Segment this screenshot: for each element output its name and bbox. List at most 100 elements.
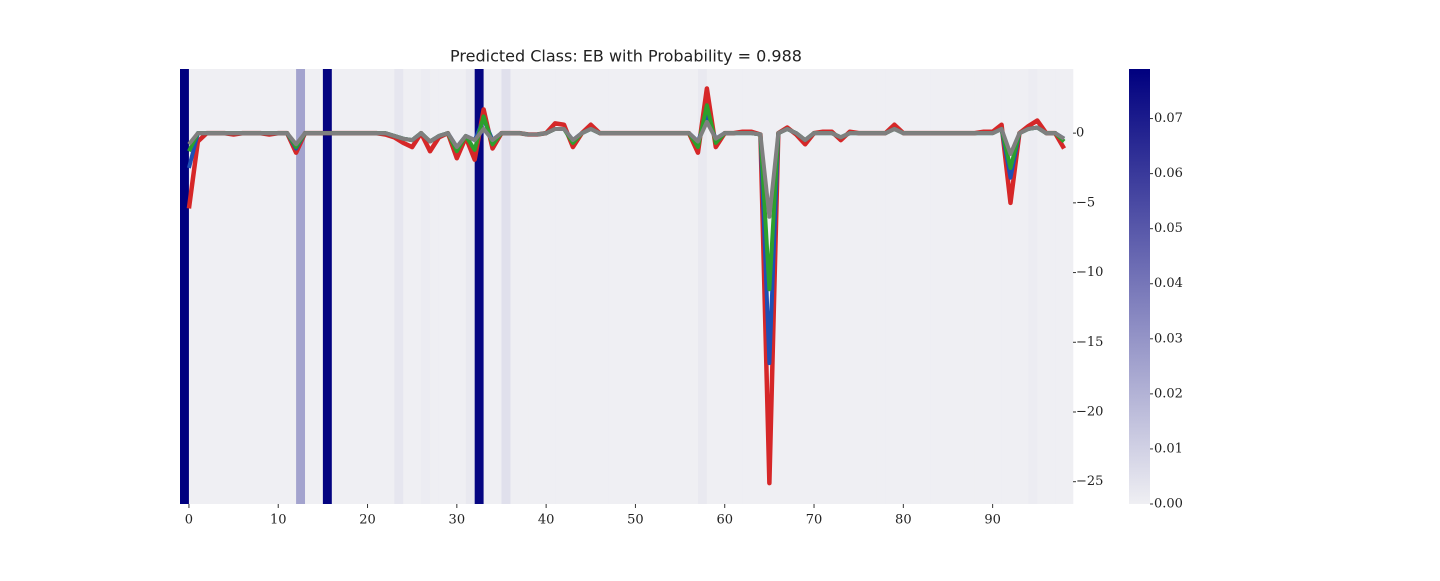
heat-cell (903, 69, 913, 504)
colorbar-tick-label: 0.06 (1154, 166, 1183, 181)
heat-cell (572, 69, 583, 504)
heat-cell (599, 69, 609, 504)
heat-cell (394, 69, 404, 504)
series-line (187, 119, 1066, 219)
heat-cell (510, 69, 520, 504)
heat-cell (1064, 69, 1074, 504)
x-tick-label: 20 (359, 513, 376, 528)
heat-cell (894, 69, 904, 504)
x-tick-label: 40 (538, 513, 555, 528)
heat-cell (805, 69, 815, 504)
y-tick-label: −20 (1076, 404, 1103, 419)
heat-cell (671, 69, 681, 504)
heat-cell (689, 69, 699, 504)
heat-cell (849, 69, 859, 504)
heat-cell (412, 69, 422, 504)
heat-cell (965, 69, 976, 504)
heat-cell (653, 69, 663, 504)
heat-cell (519, 69, 529, 504)
heat-cell (313, 69, 324, 504)
heat-cell (322, 69, 333, 504)
x-tick-label: 10 (270, 513, 287, 528)
heat-cell (438, 69, 449, 504)
heat-cell (215, 69, 225, 504)
heat-cell (983, 69, 993, 504)
heat-cell (287, 69, 297, 504)
heat-cell (358, 69, 368, 504)
heat-cell (376, 69, 386, 504)
heat-cell (626, 69, 636, 504)
heat-cell (456, 69, 467, 504)
x-tick-label: 30 (449, 513, 466, 528)
heat-cell (563, 69, 574, 504)
x-tick-label: 70 (806, 513, 823, 528)
heat-cell (715, 69, 726, 504)
heat-cell (555, 69, 565, 504)
heat-cell (447, 69, 458, 504)
heat-cell (751, 69, 761, 504)
heat-cell (331, 69, 342, 504)
heat-cell (885, 69, 895, 504)
heat-cell (1019, 69, 1029, 504)
heat-cell (617, 69, 627, 504)
heat-cell (590, 69, 601, 504)
colorbar-tick-label: 0.01 (1154, 441, 1183, 456)
heat-cell (814, 69, 824, 504)
colorbar-tick-label: 0.02 (1154, 386, 1183, 401)
heat-cell (724, 69, 734, 504)
heat-cell (840, 69, 851, 504)
heat-cell (206, 69, 217, 504)
heat-cell (876, 69, 886, 504)
heat-cell (1001, 69, 1011, 504)
colorbar-tick-label: 0.03 (1154, 331, 1183, 346)
chart-title: Predicted Class: EB with Probability = 0… (450, 47, 802, 66)
heat-cell (1046, 69, 1056, 504)
heat-cell (403, 69, 413, 504)
heat-cell (796, 69, 806, 504)
heat-cell (224, 69, 234, 504)
heat-cell (956, 69, 967, 504)
heat-cell (831, 69, 842, 504)
heat-cell (662, 69, 672, 504)
heat-cell (528, 69, 538, 504)
heat-cell (180, 69, 190, 504)
heat-cell (188, 69, 199, 504)
colorbar-tick-label: 0.05 (1154, 221, 1183, 236)
heat-cell (1010, 69, 1020, 504)
heat-cell (278, 69, 288, 504)
heat-cell (197, 69, 208, 504)
heat-cell (483, 69, 493, 504)
heat-cell (608, 69, 618, 504)
heat-cell (421, 69, 431, 504)
heat-cell (644, 69, 654, 504)
y-tick-label: −15 (1076, 335, 1103, 350)
heat-cell (385, 69, 395, 504)
y-tick-label: 0 (1076, 126, 1084, 141)
heat-cell (296, 69, 306, 504)
heat-cell (787, 69, 797, 504)
colorbar-tick-label: 0.00 (1154, 497, 1183, 512)
heat-cell (822, 69, 833, 504)
heat-cell (269, 69, 279, 504)
x-tick-label: 60 (716, 513, 733, 528)
heat-cell (680, 69, 690, 504)
heat-cell (742, 69, 752, 504)
heat-cell (921, 69, 931, 504)
heat-cell (974, 69, 984, 504)
heat-cell (1055, 69, 1065, 504)
heat-cell (939, 69, 949, 504)
heat-cell (706, 69, 717, 504)
heat-cell (340, 69, 350, 504)
heat-cell (778, 69, 788, 504)
heat-cell (492, 69, 502, 504)
heat-cell (912, 69, 922, 504)
heat-cell (305, 69, 315, 504)
colorbar (1129, 69, 1150, 504)
x-tick-label: 90 (984, 513, 1001, 528)
heat-cell (242, 69, 252, 504)
heat-cell (581, 69, 592, 504)
x-tick-label: 0 (185, 513, 193, 528)
heat-cell (349, 69, 359, 504)
